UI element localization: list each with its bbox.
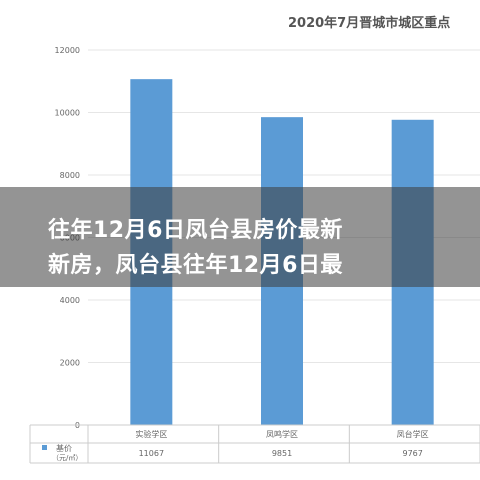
data-value-label: 9767 xyxy=(402,449,422,458)
data-value-label: 11067 xyxy=(139,449,164,458)
x-category-label: 凤鸣学区 xyxy=(266,429,298,439)
legend-swatch xyxy=(42,445,47,450)
headline-line-2: 新房，凤台县往年12月6日最 xyxy=(48,253,343,278)
y-tick-label: 10000 xyxy=(55,109,80,118)
headline-banner xyxy=(0,187,480,287)
chart-title: 2020年7月晋城市城区重点 xyxy=(288,16,451,31)
y-tick-label: 2000 xyxy=(60,359,80,368)
y-tick-label: 4000 xyxy=(60,296,80,305)
y-tick-label: 8000 xyxy=(60,171,80,180)
x-category-label: 凤台学区 xyxy=(397,429,429,439)
legend-series-name: 基价 xyxy=(56,443,72,453)
legend-series-unit: （元/㎡） xyxy=(52,454,82,462)
headline-line-1: 往年12月6日凤台县房价最新 xyxy=(48,218,343,243)
x-category-label: 实验学区 xyxy=(135,429,167,439)
y-tick-label: 12000 xyxy=(55,46,80,55)
data-value-label: 9851 xyxy=(272,449,292,458)
